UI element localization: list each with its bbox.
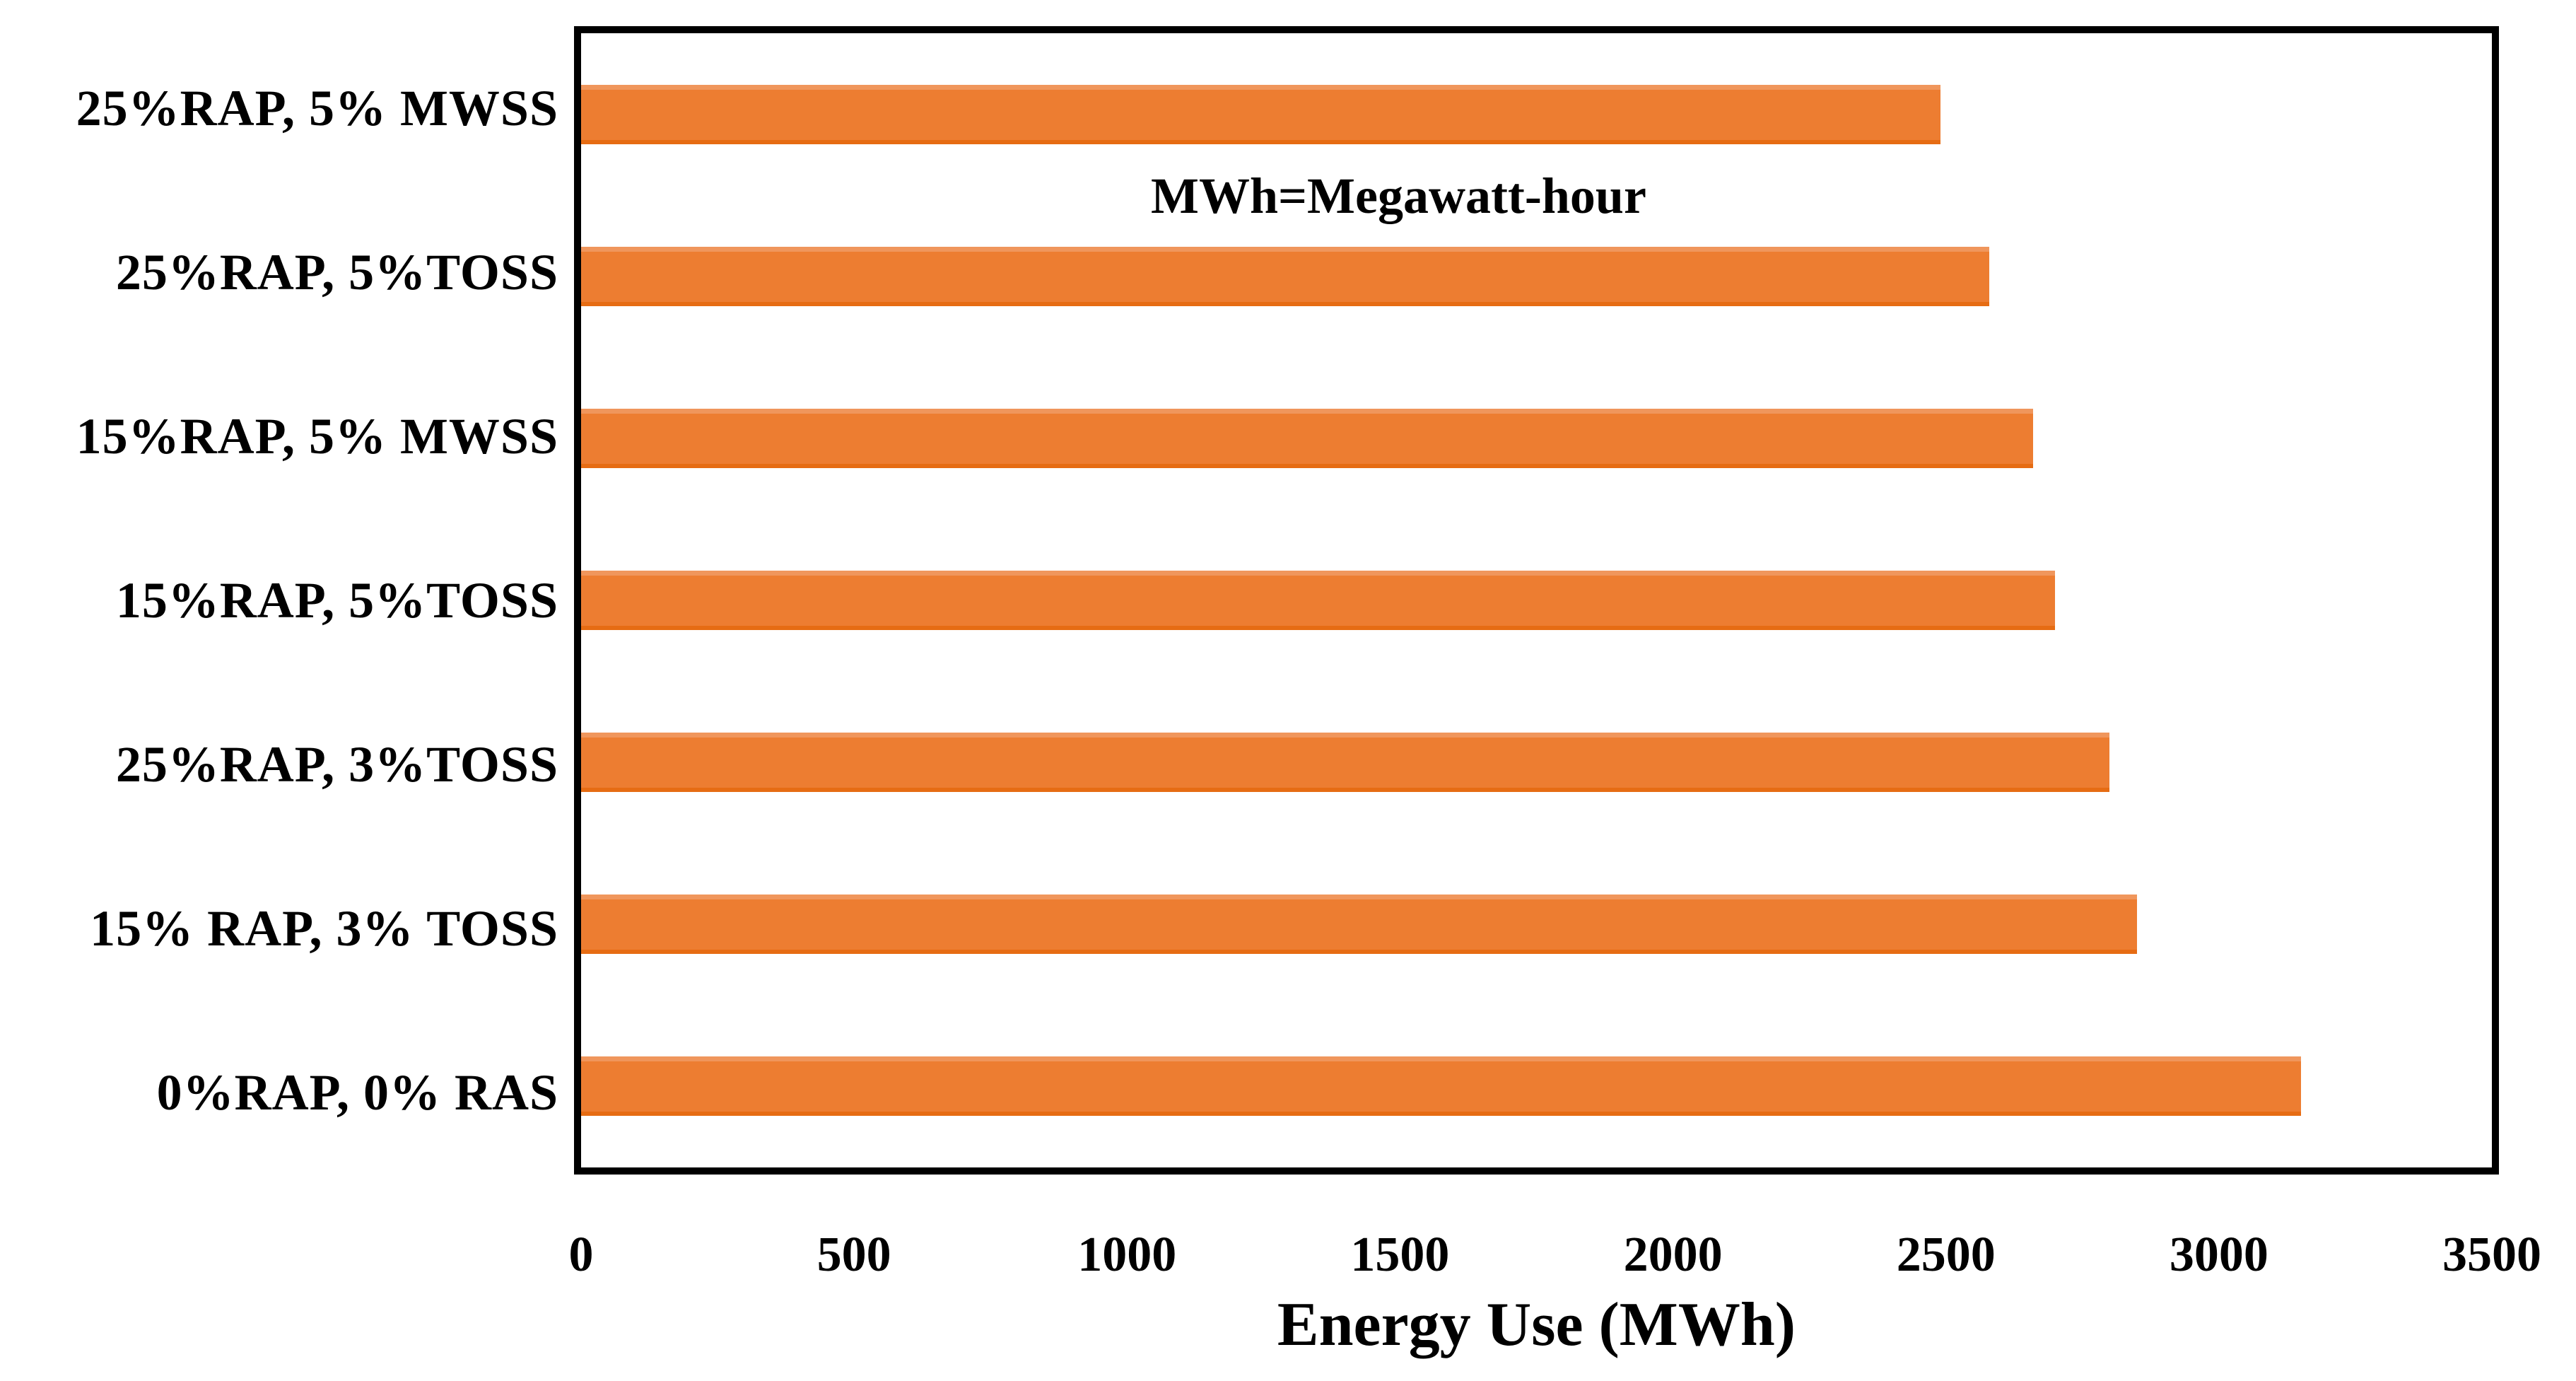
x-tick-label: 3000 — [2169, 1228, 2268, 1282]
chart-annotation: MWh=Megawatt-hour — [1151, 168, 1646, 224]
bar — [581, 733, 2110, 793]
category-label: 25%RAP, 5% MWSS — [76, 79, 558, 136]
category-label: 15%RAP, 5%TOSS — [115, 571, 558, 629]
bar — [581, 84, 1940, 144]
bar-row — [581, 195, 2492, 357]
bar — [581, 895, 2137, 955]
x-tick-label: 1500 — [1350, 1228, 1450, 1282]
bar-row — [581, 357, 2492, 519]
bars-area — [581, 33, 2492, 1167]
x-tick-label: 2500 — [1896, 1228, 1996, 1282]
category-label: 0%RAP, 0% RAS — [156, 1064, 558, 1121]
x-tick-label: 500 — [816, 1228, 891, 1282]
bar — [581, 1056, 2301, 1117]
x-axis-title: Energy Use (MWh) — [1277, 1290, 1796, 1359]
y-axis-labels: 25%RAP, 5% MWSS 25%RAP, 5%TOSS 15%RAP, 5% … — [0, 26, 558, 1175]
category-label: 25%RAP, 5%TOSS — [115, 243, 558, 301]
x-axis-ticks: 0 500 1000 1500 2000 2500 3000 3500 — [569, 1228, 2542, 1287]
category-label: 15% RAP, 3% TOSS — [90, 899, 558, 957]
plot-area: MWh=Megawatt-hour — [574, 26, 2499, 1175]
x-tick-label: 0 — [568, 1228, 594, 1282]
bar-row — [581, 682, 2492, 844]
category-label: 25%RAP, 3%TOSS — [115, 735, 558, 793]
x-tick-label: 2000 — [1623, 1228, 1723, 1282]
x-tick-label: 1000 — [1077, 1228, 1177, 1282]
bar — [581, 408, 2034, 468]
bar-row — [581, 33, 2492, 195]
x-tick-label: 3500 — [2442, 1228, 2541, 1282]
bar-row — [581, 519, 2492, 681]
category-label: 15%RAP, 5% MWSS — [76, 407, 558, 465]
bar-row — [581, 1006, 2492, 1167]
bar — [581, 246, 1990, 306]
bar-row — [581, 844, 2492, 1006]
bar — [581, 570, 2056, 630]
